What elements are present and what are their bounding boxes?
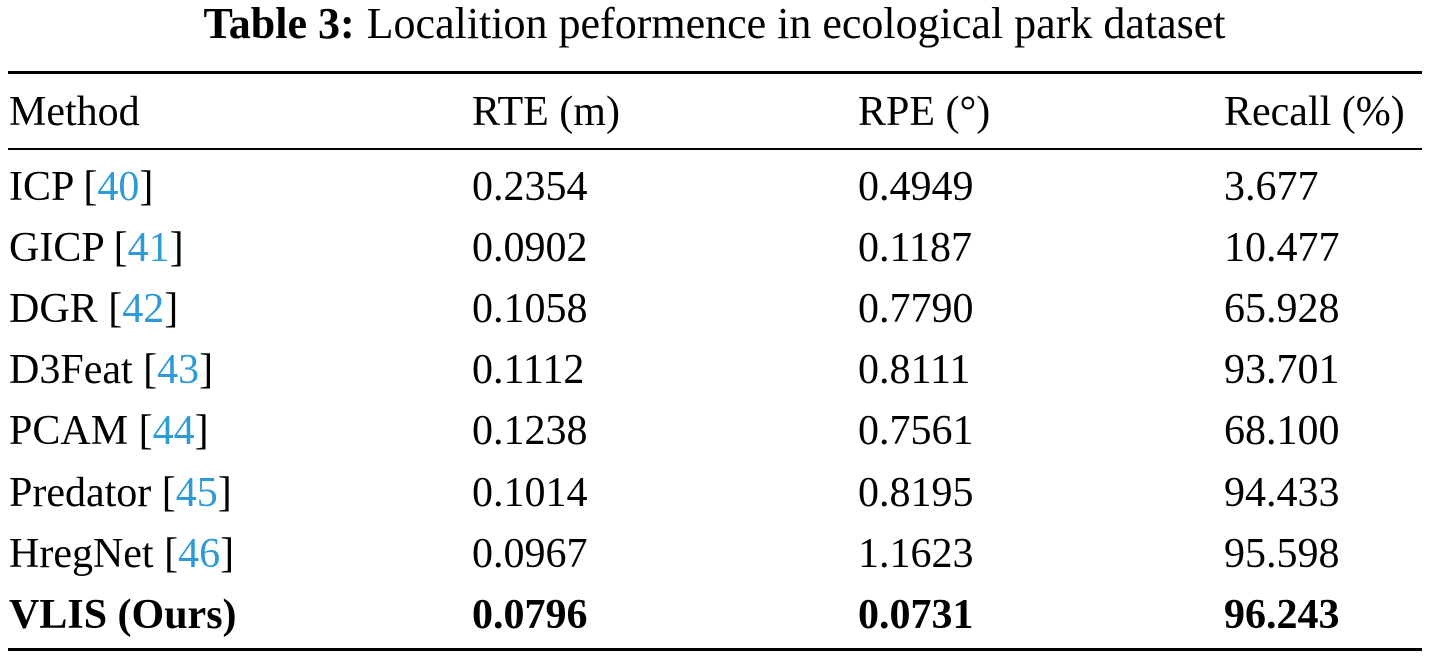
rte-cell: 0.1112 [472,347,585,393]
table-row: PCAM [44] 0.1238 0.7561 68.100 [0,401,1429,462]
method-cell: Predator [45] [9,470,232,516]
table-row: Predator [45] 0.1014 0.8195 94.433 [0,463,1429,524]
caption-text: Localition peformence in ecological park… [366,0,1226,48]
rte-cell: 0.2354 [472,164,588,210]
recall-cell: 10.477 [1224,225,1340,271]
table-row: HregNet [46] 0.0967 1.1623 95.598 [0,524,1429,585]
method-cell: GICP [41] [9,225,184,271]
method-name: ICP [9,164,73,210]
header-recall: Recall (%) [1224,89,1405,135]
method-name: PCAM [9,408,129,454]
method-cell: HregNet [46] [9,531,235,577]
top-rule [8,71,1422,74]
rpe-cell: 0.8111 [858,347,971,393]
citation-link[interactable]: 44 [152,408,195,454]
recall-cell: 3.677 [1224,164,1319,210]
rte-cell: 0.0902 [472,225,588,271]
rte-cell: 0.1238 [472,408,588,454]
rpe-cell: 0.4949 [858,164,974,210]
bottom-rule [8,648,1422,651]
rte-cell: 0.0796 [472,592,588,638]
recall-cell: 68.100 [1224,408,1340,454]
rpe-cell: 0.1187 [858,225,972,271]
method-cell: PCAM [44] [9,408,209,454]
citation-link[interactable]: 46 [178,531,221,577]
table-row: D3Feat [43] 0.1112 0.8111 93.701 [0,340,1429,401]
header-rule [8,148,1422,150]
rte-cell: 0.0967 [472,531,588,577]
ours-row: VLIS (Ours) 0.0796 0.0731 96.243 [0,585,1429,646]
recall-cell: 65.928 [1224,286,1340,332]
rpe-cell: 0.0731 [858,592,974,638]
method-name: HregNet [9,531,154,577]
rpe-cell: 0.7790 [858,286,974,332]
table-header-row: Method RTE (m) RPE (°) Recall (%) [0,81,1429,143]
recall-cell: 96.243 [1224,592,1340,638]
table-row: ICP [40] 0.2354 0.4949 3.677 [0,157,1429,218]
header-method: Method [9,89,140,135]
header-rte: RTE (m) [472,89,620,135]
method-cell: VLIS (Ours) [9,592,237,638]
method-cell: DGR [42] [9,286,179,332]
rpe-cell: 0.7561 [858,408,974,454]
caption-label: Table 3: [203,0,355,48]
method-name: DGR [9,286,98,332]
citation-link[interactable]: 40 [97,164,140,210]
recall-cell: 94.433 [1224,470,1340,516]
header-rpe: RPE (°) [858,89,991,135]
recall-cell: 93.701 [1224,347,1340,393]
citation-link[interactable]: 43 [157,347,200,393]
method-name: Predator [9,470,152,516]
citation-link[interactable]: 41 [127,225,170,271]
recall-cell: 95.598 [1224,531,1340,577]
method-name: D3Feat [9,347,133,393]
table-row: DGR [42] 0.1058 0.7790 65.928 [0,279,1429,340]
table-row: GICP [41] 0.0902 0.1187 10.477 [0,218,1429,279]
rte-cell: 0.1014 [472,470,588,516]
citation-link[interactable]: 42 [122,286,165,332]
table-caption: Table 3: Localition peformence in ecologi… [0,0,1429,52]
rpe-cell: 0.8195 [858,470,974,516]
method-cell: ICP [40] [9,164,154,210]
rte-cell: 0.1058 [472,286,588,332]
method-name: GICP [9,225,104,271]
citation-link[interactable]: 45 [175,470,218,516]
rpe-cell: 1.1623 [858,531,974,577]
method-cell: D3Feat [43] [9,347,214,393]
